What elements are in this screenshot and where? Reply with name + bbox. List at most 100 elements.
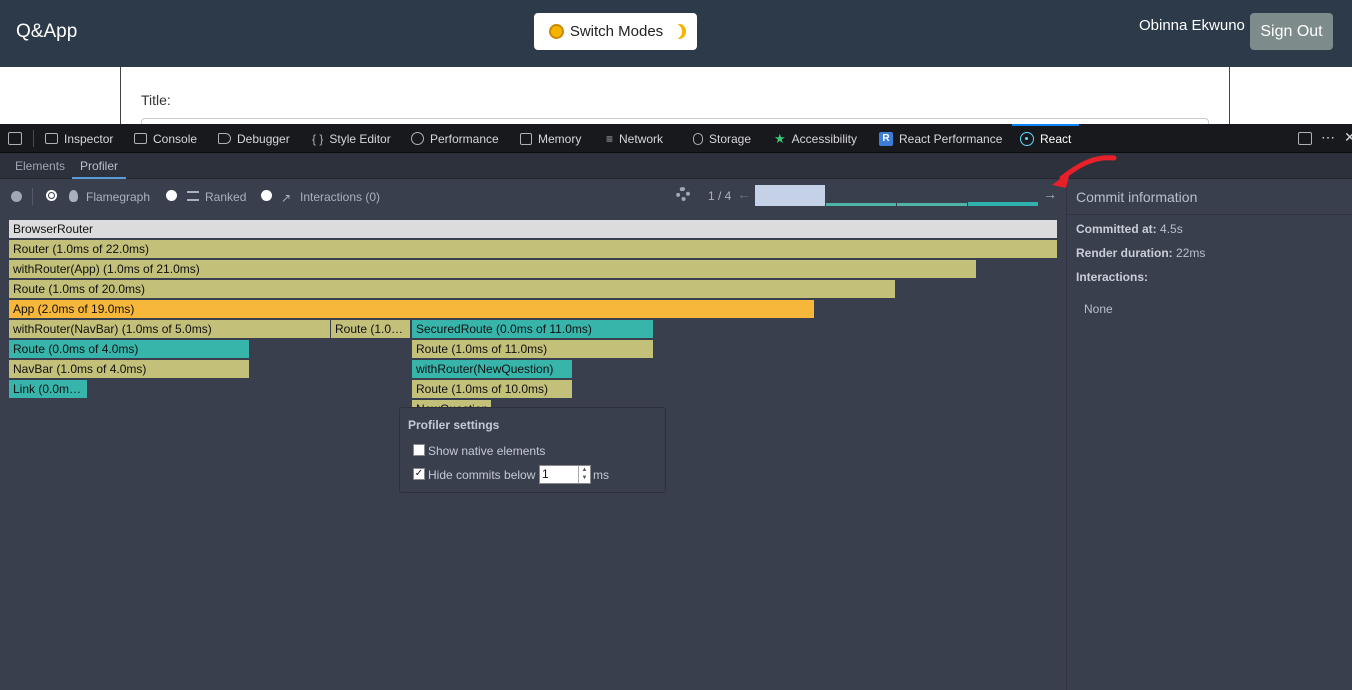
switch-modes-button[interactable]: Switch Modes: [534, 13, 697, 50]
commit-selector[interactable]: [755, 185, 1039, 206]
interactions-radio[interactable]: [261, 190, 272, 201]
commit-bar[interactable]: [897, 203, 967, 206]
debugger-icon: [218, 133, 231, 144]
sun-icon: [548, 24, 564, 39]
tab-style-editor[interactable]: { } Style Editor: [312, 124, 391, 153]
tab-performance[interactable]: Performance: [411, 124, 499, 153]
commit-bar[interactable]: [826, 203, 896, 206]
commit-bar[interactable]: [755, 185, 825, 206]
tab-label: Memory: [538, 131, 582, 146]
flamegraph-radio[interactable]: [46, 190, 57, 201]
tab-label: Network: [619, 131, 664, 146]
flamegraph-node[interactable]: Link (0.0ms of 0.0ms): [9, 380, 87, 398]
tab-label: React Performance: [899, 131, 1003, 146]
tab-label: Performance: [430, 131, 499, 146]
ranked-radio[interactable]: [166, 190, 177, 201]
record-button[interactable]: [11, 191, 22, 202]
interactions-value: None: [1084, 302, 1113, 316]
ms-unit-label: ms: [593, 468, 609, 482]
flamegraph-node[interactable]: SecuredRoute (0.0ms of 11.0ms): [412, 320, 653, 338]
title-label: Title:: [141, 92, 171, 108]
render-duration-row: Render duration: 22ms: [1076, 246, 1205, 260]
user-name: Obinna Ekwuno: [1139, 17, 1245, 34]
flamegraph-node[interactable]: Route (0.0ms of 4.0ms): [9, 340, 249, 358]
next-commit-arrow-icon[interactable]: →: [1043, 186, 1057, 202]
flamegraph-node[interactable]: withRouter(NewQuestion): [412, 360, 572, 378]
dock-icon[interactable]: [1298, 132, 1312, 145]
tab-memory[interactable]: Memory: [520, 124, 581, 153]
stepper-icon[interactable]: ▲ ▼: [578, 466, 590, 483]
sign-out-button[interactable]: Sign Out: [1250, 13, 1333, 50]
commit-index: 1 / 4: [708, 189, 732, 203]
commit-info-panel: Commit information Committed at: 4.5s Re…: [1066, 179, 1352, 690]
toolbar-divider: [32, 188, 33, 205]
flamegraph: BrowserRouter Router (1.0ms of 22.0ms) wit…: [0, 219, 1066, 419]
devtools-toolbar: Inspector Console Debugger { } Style Edi…: [0, 124, 1352, 153]
flamegraph-node[interactable]: withRouter(NavBar) (1.0ms of 5.0ms): [9, 320, 330, 338]
commit-info-header: Commit information: [1067, 179, 1352, 215]
element-picker-icon[interactable]: [8, 132, 22, 145]
hide-commits-value: 1: [542, 467, 549, 481]
app-logo[interactable]: Q&App: [16, 21, 78, 42]
network-icon: ≡: [606, 131, 614, 146]
commit-bar[interactable]: [968, 202, 1038, 206]
title-input[interactable]: [141, 118, 1209, 124]
flamegraph-node[interactable]: Route (1.0ms of 1.0ms): [331, 320, 410, 338]
tab-accessibility[interactable]: ★ Accessibility: [774, 124, 857, 153]
tab-profiler[interactable]: Profiler: [72, 153, 127, 179]
commit-info-title: Commit information: [1076, 189, 1198, 205]
settings-title: Profiler settings: [408, 418, 500, 432]
prev-commit-arrow-icon[interactable]: ←: [737, 186, 751, 202]
tab-label: Accessibility: [791, 131, 858, 146]
tab-label: React: [1040, 131, 1072, 146]
app-body: Title:: [0, 67, 1352, 124]
tab-label: Inspector: [64, 131, 114, 146]
close-icon[interactable]: ✕: [1344, 129, 1352, 145]
interactions-label[interactable]: Interactions (0): [300, 190, 381, 204]
hide-commits-checkbox[interactable]: ✓: [413, 468, 425, 480]
flamegraph-node[interactable]: withRouter(App) (1.0ms of 21.0ms): [9, 260, 976, 278]
toolbar-divider: [33, 130, 34, 147]
interactions-label: Interactions:: [1076, 270, 1149, 284]
question-card: Title:: [120, 67, 1230, 124]
hide-commits-input[interactable]: 1 ▲ ▼: [539, 465, 591, 484]
tab-debugger[interactable]: Debugger: [218, 124, 290, 153]
flamegraph-node[interactable]: App (2.0ms of 19.0ms): [9, 300, 814, 318]
inspector-icon: [45, 133, 58, 144]
flamegraph-node[interactable]: Route (1.0ms of 20.0ms): [9, 280, 895, 298]
flamegraph-node[interactable]: NavBar (1.0ms of 4.0ms): [9, 360, 249, 378]
moon-icon: [669, 24, 682, 39]
ranked-label[interactable]: Ranked: [205, 190, 247, 204]
more-options-icon[interactable]: ⋯: [1321, 129, 1336, 145]
tab-label: Debugger: [237, 131, 290, 146]
profiler-settings-popup: Profiler settings Show native elements ✓…: [399, 407, 666, 493]
interactions-row: Interactions:: [1076, 270, 1148, 284]
committed-at-value: 4.5s: [1160, 222, 1183, 236]
tab-react[interactable]: React: [1011, 124, 1080, 153]
profiler-toolbar: Flamegraph Ranked ↗ Interactions (0) 1 /…: [0, 179, 1066, 215]
render-duration-label: Render duration:: [1076, 246, 1173, 260]
show-native-label: Show native elements: [428, 444, 546, 458]
flamegraph-node[interactable]: Route (1.0ms of 11.0ms): [412, 340, 653, 358]
ranked-icon: [187, 191, 199, 201]
annotation-arrow-icon: [1052, 155, 1117, 188]
flamegraph-node[interactable]: Route (1.0ms of 10.0ms): [412, 380, 572, 398]
braces-icon: { }: [312, 131, 324, 146]
tab-console[interactable]: Console: [134, 124, 197, 153]
react-icon: [1020, 131, 1034, 146]
gear-icon[interactable]: [676, 187, 690, 201]
app-header: Q&App Switch Modes Obinna Ekwuno Sign Ou…: [0, 0, 1352, 67]
switch-modes-label: Switch Modes: [569, 23, 664, 40]
show-native-checkbox[interactable]: [413, 444, 425, 456]
tab-react-performance[interactable]: R React Performance: [879, 124, 1002, 153]
tab-label: Storage: [709, 131, 752, 146]
tab-inspector[interactable]: Inspector: [45, 124, 113, 153]
flamegraph-node[interactable]: BrowserRouter: [9, 220, 1057, 238]
render-duration-value: 22ms: [1176, 246, 1206, 260]
tab-storage[interactable]: Storage: [693, 124, 751, 153]
tab-elements[interactable]: Elements: [15, 159, 66, 173]
flamegraph-label[interactable]: Flamegraph: [86, 190, 151, 204]
tab-network[interactable]: ≡ Network: [606, 124, 663, 153]
accessibility-icon: ★: [774, 130, 786, 146]
flamegraph-node[interactable]: Router (1.0ms of 22.0ms): [9, 240, 1057, 258]
